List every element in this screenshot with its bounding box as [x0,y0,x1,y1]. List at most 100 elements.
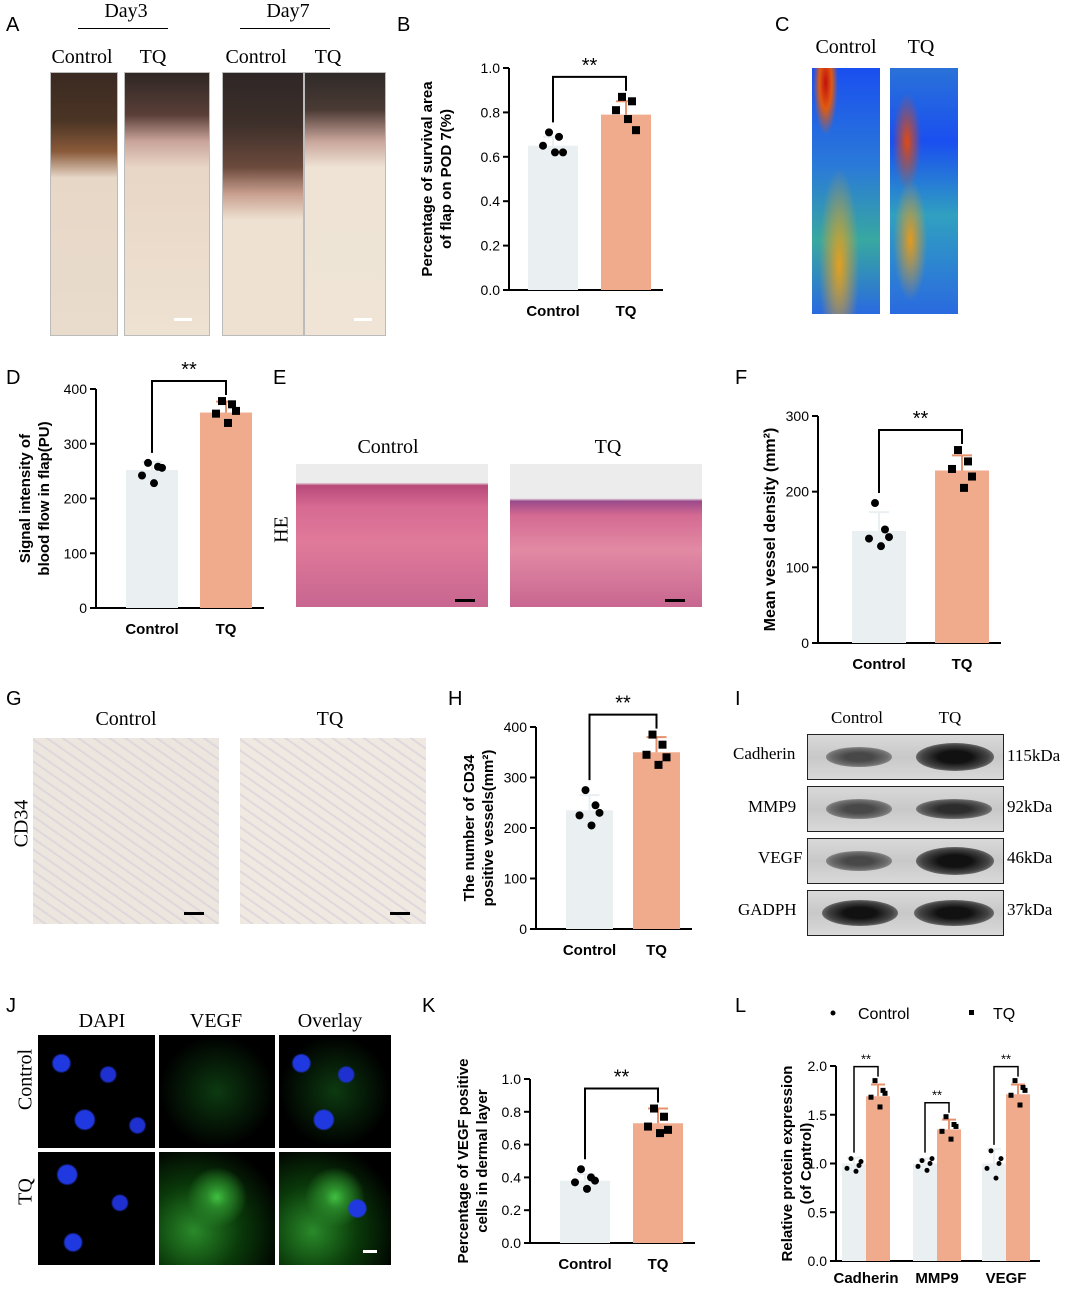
data-point [1022,1087,1028,1093]
significance-label: ** [932,1088,942,1103]
data-point [871,499,879,508]
data-point [648,730,657,739]
blot-band [826,747,892,767]
y-tick-label: 0.6 [481,149,501,165]
y-tick-label: 200 [786,484,810,500]
data-point [232,406,240,415]
data-point [551,148,559,157]
data-point [555,132,563,141]
x-tick-label: Cadherin [833,1270,898,1287]
data-point [218,397,226,406]
data-point [658,740,667,749]
data-point [144,458,152,467]
y-axis-label: (of Control) [798,1123,815,1205]
panel-letter-a: A [6,14,20,36]
data-point [885,533,893,542]
flap-photo-day3-control [50,72,118,336]
a-control-label-1: Control [51,46,113,68]
a-control-label-2: Control [225,46,287,68]
data-point [545,128,553,137]
data-point [948,1136,954,1142]
data-point [591,1176,599,1185]
x-tick-label: MMP9 [915,1270,958,1287]
panel-letter-b: B [397,14,411,36]
data-point [1020,1084,1026,1090]
data-point [591,801,600,810]
data-point [571,1178,579,1187]
day7-label: Day7 [266,0,310,22]
y-axis-label: positive vessels(mm²) [480,750,497,907]
blot-band [914,900,994,926]
blot-row-gadph [807,890,1004,936]
data-point [618,92,626,101]
panel-letter-i: I [735,688,741,710]
y-axis-label: Signal intensity of [17,433,34,563]
cd34-image-control [33,738,219,924]
data-point [877,1104,883,1110]
significance-bracket [584,1087,659,1160]
significance-label: ** [615,693,631,715]
data-point [575,811,584,820]
data-point [624,115,632,124]
e-tq-label: TQ [594,436,622,458]
bar-tq [601,114,651,291]
y-tick-label: 400 [64,381,88,397]
panel-letter-f: F [735,367,748,389]
significance-bracket [588,713,658,781]
blot-label-gadph: GADPH [738,900,797,919]
data-point [993,1175,999,1181]
y-tick-label: 0.0 [808,1253,828,1269]
y-tick-label: 1.5 [808,1107,828,1123]
data-point [656,1129,664,1138]
y-tick-label: 0.6 [502,1137,522,1153]
data-point [632,126,640,135]
y-tick-label: 400 [504,719,528,735]
data-point [642,750,651,759]
data-point [853,1168,859,1174]
panel-letter-l: L [735,995,747,1017]
significance-label: ** [582,55,598,77]
bar-tq-vegf [1006,1094,1030,1261]
data-point [880,1087,886,1093]
data-point [1012,1078,1018,1084]
y-axis-label: Mean vessel density (mm²) [762,428,779,632]
y-axis-label: The number of CD34 [461,754,478,901]
x-tick-label: Control [558,1256,611,1273]
i-control-label: Control [831,708,883,727]
significance-bracket [878,429,963,494]
significance-bracket [151,380,227,453]
legend-label-control: Control [858,1006,910,1023]
panel-letter-e: E [273,367,287,389]
data-point [877,542,885,551]
blot-band [916,847,994,875]
bar-control-vegf [982,1163,1006,1261]
significance-label: ** [861,1052,871,1067]
y-tick-label: 200 [504,820,528,836]
y-tick-label: 0.0 [502,1235,522,1251]
x-tick-label: Control [125,621,178,638]
significance-bracket [552,75,627,123]
data-point [996,1161,1002,1166]
bar-control [528,145,578,290]
significance-label: ** [181,359,197,381]
data-point [848,1156,854,1162]
significance-label: ** [913,408,929,430]
y-tick-label: 0.4 [481,193,501,209]
bar-tq [633,1123,683,1243]
bar-control [126,470,178,608]
x-tick-label: TQ [216,621,237,638]
y-axis-label: Relative protein expression [779,1066,796,1262]
cd34-image-tq [240,738,426,924]
y-tick-label: 300 [504,770,528,786]
data-point [650,1104,658,1113]
y-tick-label: 100 [504,871,528,887]
y-tick-label: 0.8 [481,104,501,120]
y-axis-label: cells in dermal layer [474,1089,491,1233]
legend-marker-control [830,1010,836,1016]
significance-bracket [924,1101,950,1153]
data-point [559,148,567,157]
blot-band [826,851,892,871]
if-overlay-control [279,1035,391,1148]
